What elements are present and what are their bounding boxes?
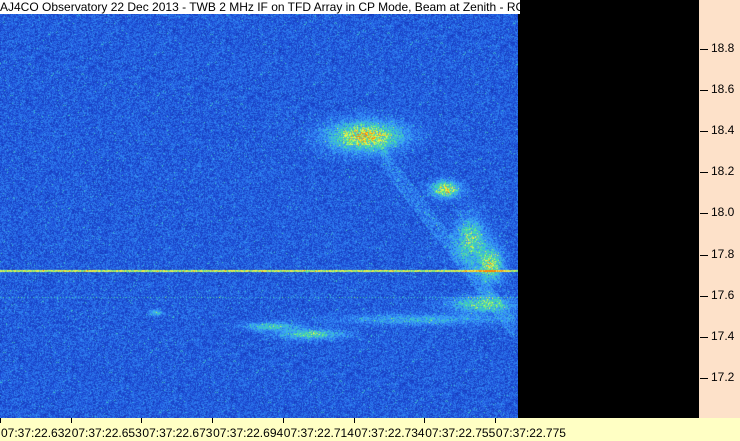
spectrogram-heatmap [0,14,518,418]
x-tick-label: 07:37:22.673 [142,426,213,440]
x-tick [424,418,426,423]
x-tick-label: 07:37:22.755 [425,426,496,440]
y-tick [700,172,708,174]
x-tick-label: 07:37:22.694 [213,426,284,440]
x-tick [353,418,355,423]
x-tick-label: 07:37:22.632 [1,426,72,440]
x-tick-label: 07:37:22.714 [283,426,354,440]
y-tick [700,336,708,338]
x-tick [70,418,72,423]
x-tick [212,418,214,423]
x-tick-label: 07:37:22.775 [495,426,566,440]
y-tick [700,90,708,92]
x-tick [282,418,284,423]
x-tick-label: 07:37:22.653 [71,426,142,440]
y-tick-label: 17.4 [711,328,735,343]
chart-title: AJ4CO Observatory 22 Dec 2013 - TWB 2 MH… [0,0,533,14]
y-tick [700,254,708,256]
x-tick-label: 07:37:22.734 [354,426,425,440]
y-tick-label: 17.2 [711,369,735,384]
y-tick-label: 17.6 [711,287,735,302]
y-tick [700,213,708,215]
y-tick-label: 18.2 [711,164,735,179]
y-tick-label: 18.0 [711,205,735,220]
x-tick [494,418,496,423]
y-tick-label: 18.8 [711,41,735,55]
y-tick-label: 18.6 [711,82,735,97]
y-axis: 18.8 18.6 18.4 18.2 18.0 17.8 17.6 17.4 17.2 [699,0,740,418]
x-tick [0,418,1,423]
y-tick-label: 17.8 [711,246,735,261]
y-tick [700,295,708,297]
empty-data-region [518,0,699,418]
y-tick [700,49,708,50]
y-tick-label: 18.4 [711,123,735,138]
y-tick [700,377,708,379]
x-axis: 07:37:22.632 07:37:22.653 07:37:22.673 07:3… [0,418,740,441]
y-tick [700,131,708,133]
x-tick [141,418,143,423]
